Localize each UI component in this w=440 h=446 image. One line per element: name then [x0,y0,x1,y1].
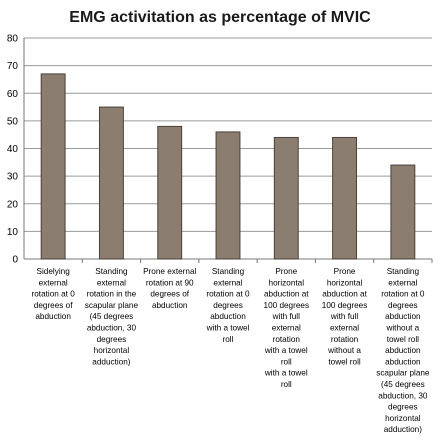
x-category-label-line: abduction [210,312,246,321]
x-category-label-line: rotation at 0 [32,290,76,299]
bars [40,73,416,260]
bar [215,131,241,260]
y-tick-label: 80 [7,34,19,45]
x-category-label-line: with a towel [264,369,308,378]
bar [332,136,358,260]
x-category-label-line: external [213,278,242,287]
bar [40,73,66,260]
x-category-label-line: scapular plane [376,369,430,378]
y-tick-label: 70 [7,61,19,72]
bar [98,106,124,260]
x-category-label-line: towel roll [328,357,360,366]
y-tick-label: 0 [12,255,18,266]
x-category-label-line: horizontal [94,346,130,355]
x-category-label-line: roll [281,357,292,366]
bar [273,136,299,260]
y-tick-label: 30 [7,172,19,183]
y-tick-label: 50 [7,116,19,127]
x-category-label-line: (45 degrees [381,380,425,389]
x-category-label-line: Standing [95,267,128,276]
x-category-label-line: with full [272,312,300,321]
y-tick-label: 20 [7,199,19,210]
x-category-label-line: scapular plane [85,301,139,310]
x-category-label-line: 100 degrees [322,301,368,310]
x-category-label-line: without a [327,346,361,355]
bar [390,164,416,260]
x-category-label-line: degrees [388,403,418,412]
x-category-label-line: degrees of [34,301,73,310]
x-category-label-line: external [39,278,68,287]
x-category-label-line: abduction [152,301,188,310]
x-category-label: Prone external rotation at 90 degrees of ab… [143,267,196,310]
x-category-label-line: external [272,324,301,333]
x-category-label-line: degrees of [150,290,189,299]
x-category-label-line: with full [330,312,358,321]
x-category-label-line: Prone external [143,267,196,276]
x-category-label-line: rotation at 0 [206,290,250,299]
x-category-label-line: roll [281,380,292,389]
x-category-label-line: degrees [213,301,243,310]
x-category-label-line: Prone [334,267,356,276]
x-category-label-line: abduction [35,312,71,321]
x-category-label-line: external [330,324,359,333]
x-category-label-line: abduction at [322,290,367,299]
x-category-label-line: abduction at [264,290,309,299]
x-category-label-line: towel roll [387,335,419,344]
y-tick-label: 40 [7,144,19,155]
x-category-label-line: adduction) [384,425,423,434]
x-category-label-line: abduction [385,357,421,366]
x-category-label-line: abduction [385,312,421,321]
x-category-label: Standing external rotation at 0 degrees abdu… [206,267,250,344]
y-tick-labels: 0 10 20 30 40 50 60 70 80 [7,34,19,266]
x-category-label: Standing external rotation at 0 degrees abdu… [376,267,430,434]
x-category-label-line: Standing [387,267,420,276]
x-category-label-line: abduction, 30 [378,391,428,400]
x-category-label-line: Prone [275,267,297,276]
x-category-label: Sidelying external rotation at 0 degrees of… [32,267,76,321]
x-category-label-line: horizontal [385,414,421,423]
x-category-label-line: rotation [331,335,359,344]
x-category-label-line: without a [385,324,419,333]
chart-title: EMG activitation as percentage of MVIC [69,9,371,26]
x-category-labels: Sidelying external rotation at 0 degrees of… [32,267,430,434]
bar [157,125,183,260]
x-category-label-line: Standing [212,267,245,276]
x-category-label-line: degrees [97,335,127,344]
x-category-label-line: horizontal [327,278,363,287]
x-category-label-line: Sidelying [37,267,71,276]
x-category-label-line: with a towel [206,324,250,333]
x-category-label: Standing external rotation in the scapular … [85,267,139,366]
x-category-label-line: (45 degrees [90,312,134,321]
y-tick-label: 60 [7,89,19,100]
x-category-label-line: adduction) [92,357,131,366]
x-category-label-line: external [388,278,417,287]
x-category-label-line: external [97,278,126,287]
x-category-label-line: degrees [388,301,418,310]
x-category-label-line: abduction, 30 [87,324,137,333]
x-category-label-line: 100 degrees [264,301,310,310]
x-category-label-line: horizontal [269,278,305,287]
x-category-label-line: abduction [385,346,421,355]
x-category-label-line: with a towel [264,346,308,355]
x-category-label-line: rotation in the [87,290,137,299]
x-category-label-line: rotation at 0 [381,290,425,299]
x-category-label-line: roll [223,335,234,344]
x-category-label-line: rotation at 90 [146,278,194,287]
x-category-label: Prone horizontal abduction at 100 degrees wi… [322,267,368,366]
x-category-label-line: rotation [273,335,301,344]
y-tick-label: 10 [7,227,19,238]
x-category-label: Prone horizontal abduction at 100 degrees wi… [264,267,310,389]
